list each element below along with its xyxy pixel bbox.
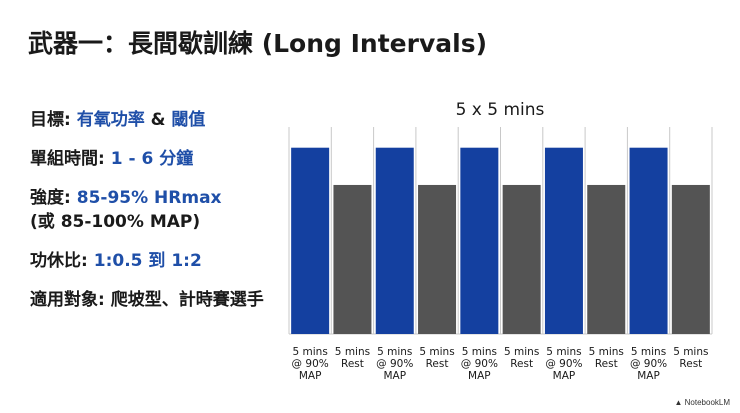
- bar-work: [460, 147, 499, 334]
- bar-work: [375, 147, 414, 334]
- bar-rest: [587, 184, 626, 334]
- bar-rest: [671, 184, 710, 334]
- stat-value: 爬坡型、計時賽選手: [110, 290, 264, 310]
- stat-row: 功休比: 1:0.5 到 1:2: [30, 249, 285, 273]
- stat-key: 目標:: [30, 110, 71, 130]
- stat-value: 85-95% HRmax: [76, 188, 222, 208]
- page-title: 武器一：長間歇訓練 (Long Intervals): [28, 29, 488, 58]
- stat-value: 1 - 6 分鐘: [110, 149, 194, 169]
- stat-key: 適用對象:: [30, 290, 105, 310]
- category-label: 5 mins Rest: [335, 346, 370, 370]
- bar-work: [544, 147, 583, 334]
- category-label: 5 mins Rest: [589, 346, 624, 370]
- stat-value: 有氧功率: [76, 110, 145, 130]
- stat-key: 功休比:: [30, 251, 88, 271]
- category-label: 5 mins @ 90% MAP: [545, 346, 582, 382]
- bar-rest: [333, 184, 372, 334]
- stat-value: (或 85-100% MAP): [30, 212, 201, 232]
- stat-value: 閾值: [171, 110, 206, 130]
- bar-rest: [502, 184, 541, 334]
- stat-row: 強度: 85-95% HRmax (或 85-100% MAP): [30, 186, 285, 234]
- watermark-text: NotebookLM: [684, 398, 730, 407]
- category-label: 5 mins @ 90% MAP: [292, 346, 329, 382]
- category-label: 5 mins Rest: [504, 346, 539, 370]
- stat-value: &: [144, 110, 172, 130]
- stat-key: 強度:: [30, 188, 71, 208]
- watermark: ▲ NotebookLM: [674, 398, 730, 407]
- category-label: 5 mins @ 90% MAP: [630, 346, 667, 382]
- notebooklm-logo-icon: ▲: [674, 398, 683, 407]
- bar-work: [291, 147, 330, 334]
- stats-list: 目標: 有氧功率 & 閾值 單組時間: 1 - 6 分鐘 強度: 85-95% HR…: [30, 108, 285, 327]
- category-label: 5 mins @ 90% MAP: [376, 346, 413, 382]
- stat-row: 單組時間: 1 - 6 分鐘: [30, 147, 285, 171]
- stat-row: 適用對象: 爬坡型、計時賽選手: [30, 288, 285, 312]
- stat-value: 1:0.5 到 1:2: [93, 251, 202, 271]
- stat-row: 目標: 有氧功率 & 閾值: [30, 108, 285, 132]
- chart-title: 5 x 5 mins: [455, 100, 545, 120]
- category-label: 5 mins Rest: [419, 346, 454, 370]
- category-label: 5 mins @ 90% MAP: [461, 346, 498, 382]
- stat-key: 單組時間:: [30, 149, 105, 169]
- bar-rest: [418, 184, 457, 334]
- bar-work: [629, 147, 668, 334]
- category-label: 5 mins Rest: [673, 346, 708, 370]
